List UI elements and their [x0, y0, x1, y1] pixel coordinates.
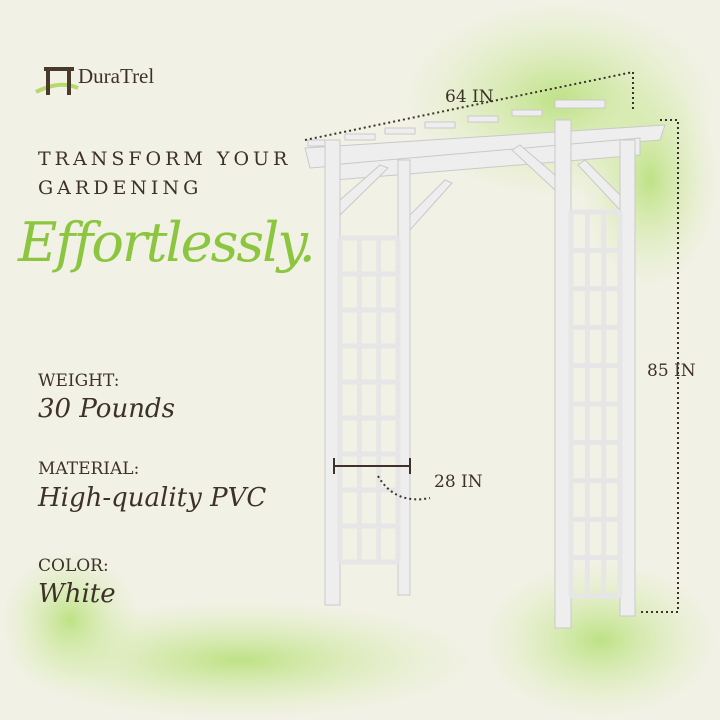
width-dimension: 64 IN — [445, 87, 494, 107]
weight-value: 30 Pounds — [38, 394, 175, 424]
headline-line-1: TRANSFORM YOUR — [38, 148, 292, 170]
rafters — [307, 99, 606, 147]
weight-label: WEIGHT: — [38, 371, 120, 391]
headline-line-2: GARDENING — [38, 177, 203, 199]
top-beam — [304, 124, 666, 169]
color-value: White — [38, 579, 116, 609]
brand-name: DuraTrel — [78, 64, 155, 88]
depth-dimension: 28 IN — [434, 472, 483, 492]
foliage-bottom-right — [480, 560, 720, 720]
headline-script: Effortlessly. — [18, 211, 316, 274]
foliage-left — [0, 550, 140, 690]
foliage-right — [580, 70, 720, 290]
arbor-icon — [35, 67, 79, 95]
arbor — [304, 99, 666, 629]
height-dimension: 85 IN — [647, 361, 696, 381]
color-label: COLOR: — [38, 556, 109, 576]
material-label: MATERIAL: — [38, 459, 140, 479]
dimension-lines — [304, 71, 679, 613]
material-value: High-quality PVC — [38, 483, 267, 513]
lattice — [337, 209, 623, 599]
